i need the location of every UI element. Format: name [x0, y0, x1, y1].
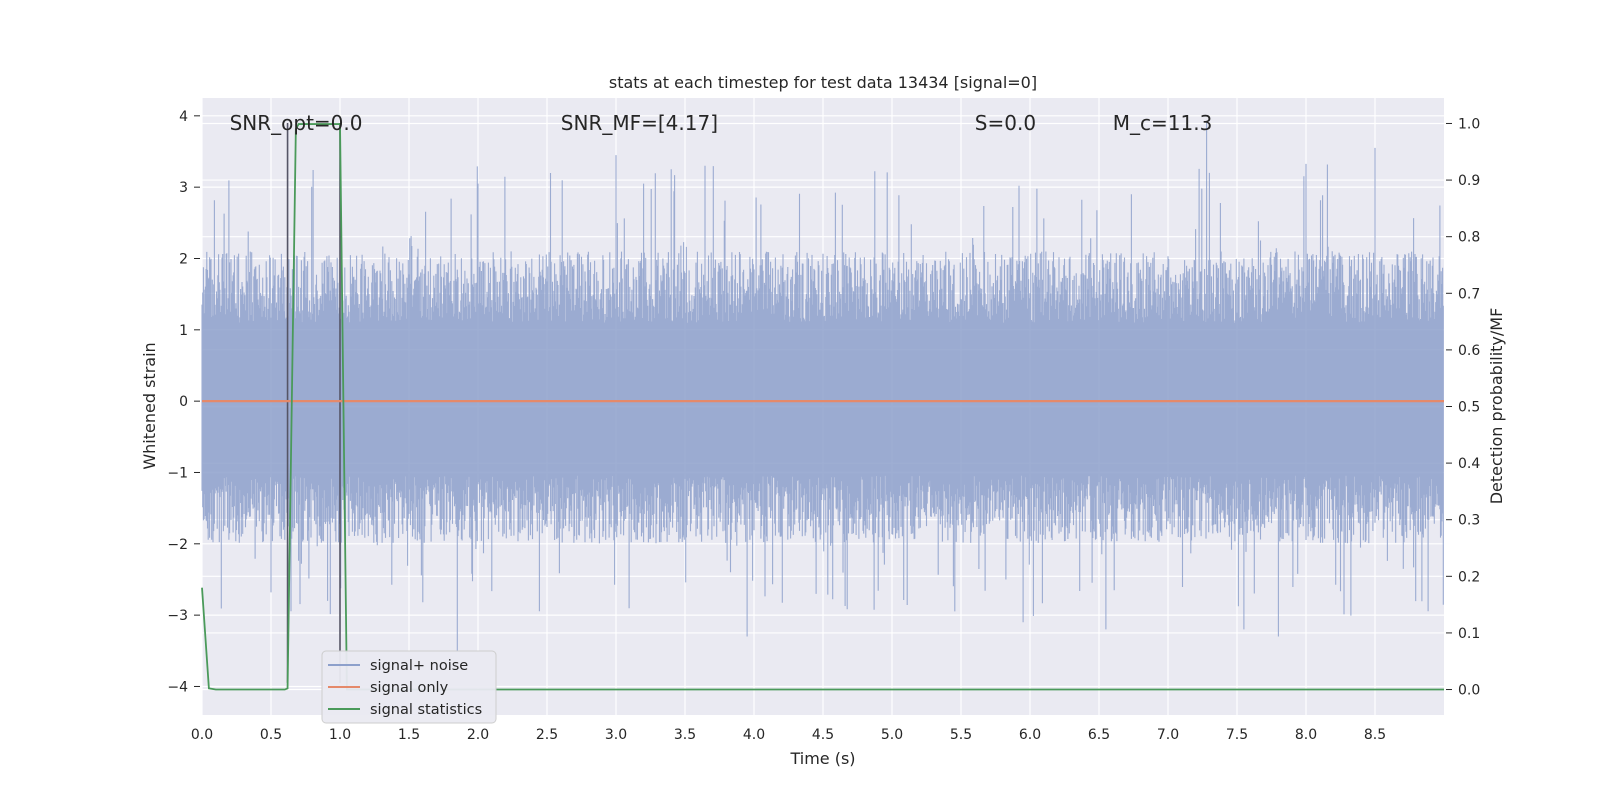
x-tick-label: 2.5	[536, 727, 558, 743]
x-tick-label: 7.0	[1157, 727, 1179, 743]
y-axis-label: Whitened strain	[140, 342, 159, 469]
x-tick-label: 0.5	[260, 727, 282, 743]
chart-title: stats at each timestep for test data 134…	[609, 73, 1037, 92]
y2-tick-label: 0.6	[1458, 343, 1480, 359]
y-tick-label: −2	[167, 537, 188, 553]
y-tick-label: 2	[179, 251, 188, 267]
x-tick-label: 8.5	[1364, 727, 1386, 743]
x-axis-label: Time (s)	[789, 749, 855, 768]
y2-axis-label: Detection probability/MF	[1487, 308, 1506, 505]
x-tick-label: 6.0	[1019, 727, 1041, 743]
annotation-text: SNR_MF=[4.17]	[561, 111, 718, 135]
y2-tick-label: 0.1	[1458, 626, 1480, 642]
y2-tick-label: 0.3	[1458, 513, 1480, 529]
x-tick-label: 7.5	[1226, 727, 1248, 743]
y2-tick-label: 0.0	[1458, 683, 1480, 699]
annotation-text: S=0.0	[975, 111, 1036, 135]
y2-tick-label: 1.0	[1458, 116, 1480, 132]
x-tick-label: 6.5	[1088, 727, 1110, 743]
legend-label: signal+ noise	[370, 658, 468, 674]
x-tick-label: 1.0	[329, 727, 351, 743]
legend-label: signal statistics	[370, 702, 482, 718]
y2-tick-label: 0.2	[1458, 569, 1480, 585]
y2-tick-label: 0.7	[1458, 286, 1480, 302]
x-tick-label: 4.5	[812, 727, 834, 743]
ticks-layer: 0.0 0.5 1.0 1.5 2.0 2.5 3.0 3.5 4.0 4.5 5.0 5.5 6.0 6…	[167, 109, 1480, 743]
x-tick-label: 0.0	[191, 727, 213, 743]
y2-tick-label: 0.8	[1458, 230, 1480, 246]
legend-box	[321, 650, 497, 724]
legend: signal+ noise signal only signal statistic…	[321, 650, 497, 724]
x-tick-label: 1.5	[398, 727, 420, 743]
x-tick-label: 4.0	[743, 727, 765, 743]
y-tick-label: −3	[167, 608, 188, 624]
x-tick-label: 5.5	[950, 727, 972, 743]
annotation-text: SNR_opt=0.0	[230, 111, 363, 135]
x-tick-label: 8.0	[1295, 727, 1317, 743]
y-tick-label: −1	[167, 465, 188, 481]
y-tick-label: 3	[179, 180, 188, 196]
y-tick-label: 0	[179, 394, 188, 410]
y-tick-label: 1	[179, 323, 188, 339]
y2-tick-label: 0.4	[1458, 456, 1480, 472]
x-tick-label: 2.0	[467, 727, 489, 743]
legend-label: signal only	[370, 680, 449, 696]
x-tick-label: 3.0	[605, 727, 627, 743]
y2-tick-label: 0.5	[1458, 400, 1480, 416]
y2-tick-label: 0.9	[1458, 173, 1480, 189]
y-tick-label: 4	[179, 109, 188, 125]
x-tick-label: 5.0	[881, 727, 903, 743]
annotations: SNR_opt=0.0 SNR_MF=[4.17] S=0.0 M_c=11.3	[230, 111, 1213, 135]
annotation-text: M_c=11.3	[1113, 111, 1213, 135]
y-tick-label: −4	[167, 679, 188, 695]
x-tick-label: 3.5	[674, 727, 696, 743]
